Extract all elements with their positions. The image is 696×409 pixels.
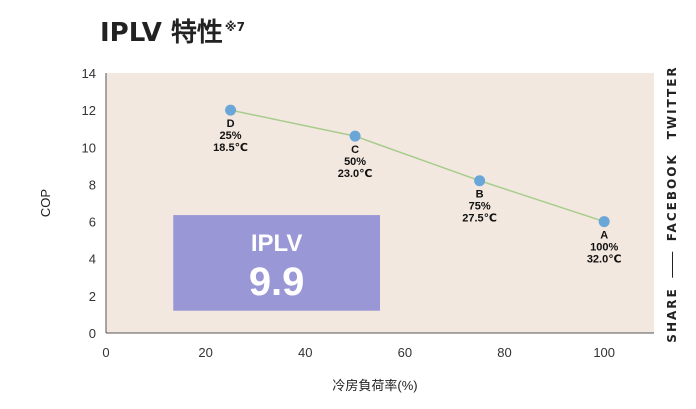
share-label: SHARE (665, 287, 679, 343)
share-bar: SHARE FACEBOOK TWITTER (665, 65, 679, 342)
y-tick-label: 8 (89, 177, 96, 192)
data-point-label: B (476, 189, 484, 201)
x-tick-label: 0 (102, 345, 109, 360)
data-point (225, 104, 237, 116)
x-tick-label: 20 (198, 345, 212, 360)
data-point-label: A (600, 230, 608, 242)
series-line (230, 109, 605, 223)
y-tick-label: 2 (89, 289, 96, 304)
data-point-label: 100% (590, 242, 618, 254)
data-point-label: 18.5℃ (213, 142, 248, 154)
x-tick-label: 80 (497, 345, 511, 360)
iplv-callout-box (173, 215, 380, 311)
twitter-link[interactable]: TWITTER (665, 65, 679, 140)
y-tick-label: 12 (82, 103, 96, 118)
data-point (474, 175, 486, 187)
page-title-text: IPLV 特性 (100, 18, 223, 48)
x-tick-label: 100 (593, 345, 615, 360)
y-tick-label: 10 (82, 140, 96, 155)
data-point-label: 75% (469, 201, 491, 213)
y-axis-label: COP (38, 189, 53, 217)
y-tick-label: 0 (89, 326, 96, 341)
data-point-label: 25% (220, 130, 242, 142)
y-tick-label: 6 (89, 215, 96, 230)
data-point-label: C (351, 144, 359, 156)
data-point (349, 130, 361, 142)
y-tick-label: 14 (82, 66, 96, 81)
data-point-label: 50% (344, 156, 366, 168)
iplv-callout-title: IPLV (251, 230, 303, 257)
share-separator (671, 251, 673, 278)
x-tick-label: 60 (398, 345, 412, 360)
y-tick-label: 4 (89, 252, 96, 267)
data-point-label: 23.0℃ (338, 168, 373, 180)
data-point-label: D (227, 118, 235, 130)
title-footnote-mark: ※7 (224, 20, 245, 35)
iplv-callout-value: 9.9 (249, 260, 305, 304)
x-axis-label: 冷房負荷率(%) (332, 378, 417, 393)
page-title: IPLV 特性 ※7 (100, 12, 245, 49)
facebook-link[interactable]: FACEBOOK (665, 153, 679, 242)
data-point-label: 27.5℃ (462, 213, 497, 225)
data-point (598, 216, 610, 228)
data-point-label: 32.0℃ (587, 254, 622, 266)
x-tick-label: 40 (298, 345, 312, 360)
